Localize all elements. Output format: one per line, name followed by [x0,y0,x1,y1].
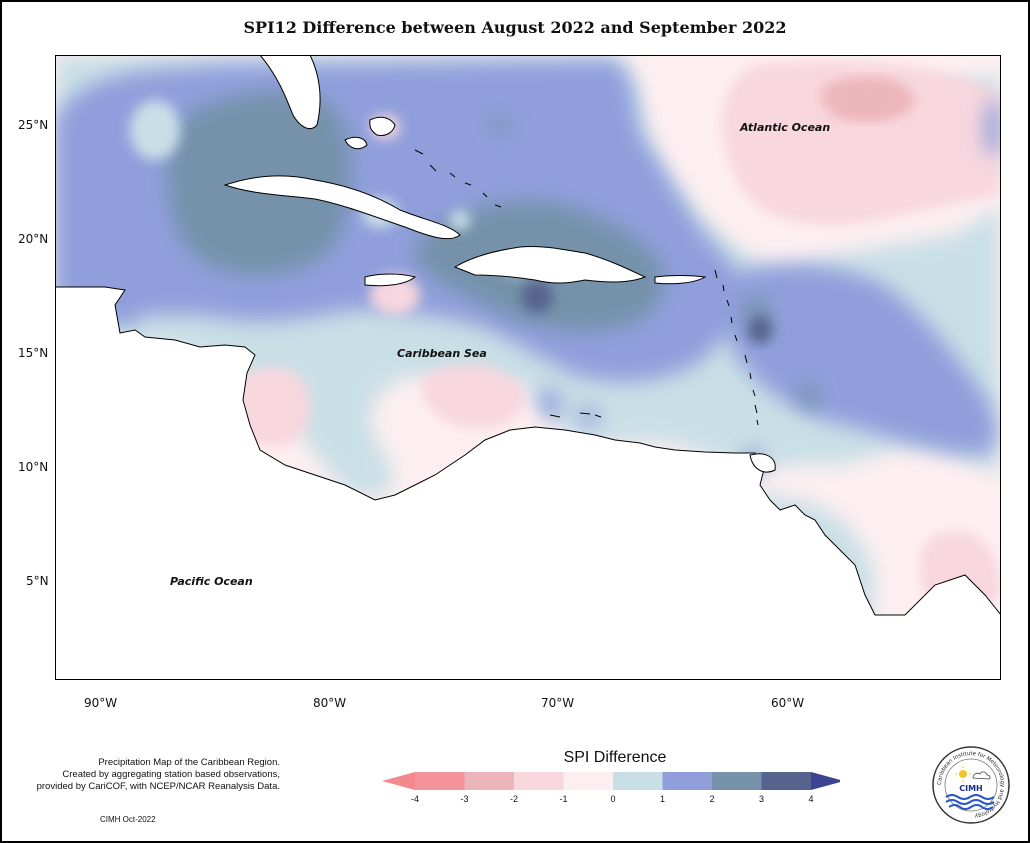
legend-bin [712,772,762,790]
cimh-logo: Caribbean Institute for Meteorology and … [932,746,1010,824]
lon-tick-label: 90°W [84,696,118,710]
credit-line: Created by aggregating station based obs… [62,769,280,780]
lat-tick-label: 20°N [18,232,49,246]
sun-icon [959,770,967,778]
legend-tick-label: -2 [510,794,518,804]
credit-text: Precipitation Map of the Caribbean Regio… [5,757,280,793]
legend-tick-label: 0 [610,794,615,804]
legend-tick-label: 2 [709,794,714,804]
sun-rays-icon [955,766,971,782]
map-panel: Atlantic Ocean Caribbean Sea Pacific Oce… [55,55,1001,680]
lat-tick-label: 10°N [18,460,49,474]
lon-tick-label: 60°W [771,696,805,710]
pacific-ocean-label: Pacific Ocean [170,575,253,588]
date-stamp: CIMH Oct-2022 [100,815,156,824]
lon-tick-label: 70°W [541,696,575,710]
legend-tick-label: -3 [460,794,468,804]
colorbar-legend: -4 -3 -2 -1 0 1 2 3 4 [382,772,840,804]
legend-tick-label: 3 [759,794,764,804]
legend-tick-label: -1 [559,794,567,804]
land-masses [55,55,1001,680]
map-title: SPI12 Difference between August 2022 and… [243,18,787,37]
cloud-icon [972,771,991,780]
legend-bin [464,772,514,790]
legend-bin [761,772,811,790]
legend-under-arrow [382,772,415,790]
legend-tick-label: 1 [660,794,665,804]
lat-tick-label: 5°N [26,574,49,588]
legend-bin [662,772,712,790]
legend-tick-label: -4 [411,794,419,804]
lat-tick-label: 25°N [18,118,49,132]
spi-zone-neg2-neg3 [821,76,915,122]
island-arcs [414,149,759,426]
logo-initials: CIMH [959,784,983,793]
legend-bin [613,772,663,790]
caribbean-sea-label: Caribbean Sea [397,347,487,360]
legend-bin [415,772,465,790]
spi-zone-3-4 [521,281,772,344]
atlantic-ocean-label: Atlantic Ocean [739,121,830,134]
credit-line: provided by CariCOF, with NCEP/NCAR Rean… [36,781,280,792]
credit-line: Precipitation Map of the Caribbean Regio… [98,757,280,768]
waves-icon [945,794,995,810]
legend-bin [514,772,564,790]
lon-tick-label: 80°W [313,696,347,710]
legend-tick-label: 4 [808,794,813,804]
map-border [55,55,1001,680]
legend-bin [563,772,613,790]
lat-tick-label: 15°N [18,346,49,360]
legend-over-arrow [811,772,840,790]
legend-title: SPI Difference [563,749,667,766]
